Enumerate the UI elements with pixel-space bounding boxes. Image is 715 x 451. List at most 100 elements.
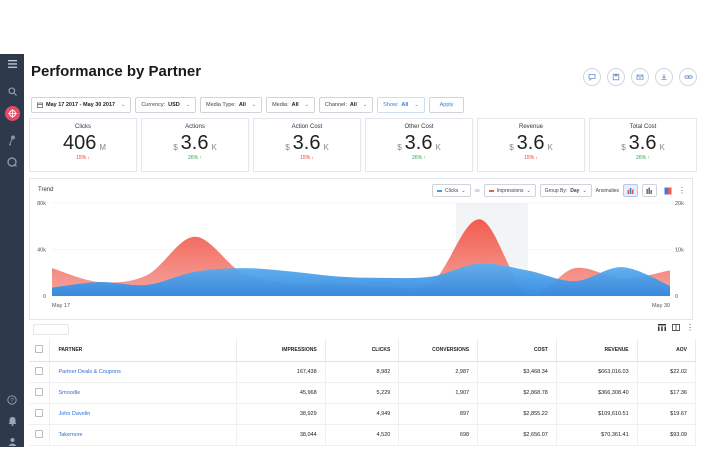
metric-card[interactable]: Action Cost $3.6 K 15% ↓: [253, 118, 361, 172]
channel-value: All: [349, 102, 357, 108]
group-by-select[interactable]: Group By: Day ⌄: [539, 184, 592, 197]
arrow-down-icon: ↓: [535, 155, 538, 161]
partner-name[interactable]: Takemore: [49, 424, 237, 446]
impressions-cell: 167,438: [236, 361, 326, 383]
channel-select[interactable]: Channel: All ⌄: [318, 97, 374, 113]
partner-name[interactable]: Smoodle: [49, 382, 237, 404]
bar-chart-icon[interactable]: [642, 184, 657, 197]
cost-cell: $2,868.78: [477, 382, 557, 404]
metric-card[interactable]: Clicks 406 M 15% ↓: [29, 118, 137, 172]
clicks-cell: 4,520: [325, 424, 400, 446]
table-action-button[interactable]: [33, 324, 69, 335]
notifications-icon[interactable]: [0, 411, 24, 431]
impressions-cell: 38,044: [236, 424, 326, 446]
apply-button[interactable]: Apply: [428, 97, 465, 113]
metric-value-row: 406 M: [30, 132, 136, 154]
anomalies-toggle[interactable]: Anomalies: [595, 187, 619, 194]
impressions-swatch: [488, 189, 494, 192]
download-icon[interactable]: [655, 68, 673, 86]
metric-delta-value: 26%: [412, 155, 423, 161]
column-header-conversions[interactable]: CONVERSIONS: [398, 339, 479, 362]
currency-label: Currency:: [141, 102, 166, 108]
series-a-select[interactable]: Clicks ⌄: [432, 184, 471, 197]
metric-card[interactable]: Total Cost $3.6 K 26% ↑: [589, 118, 697, 172]
column-header-impressions[interactable]: IMPRESSIONS: [236, 339, 326, 362]
table-row[interactable]: Smoodle 45,968 5,229 1,907 $2,868.78 $366,308…: [29, 382, 697, 404]
app-logo-icon[interactable]: [5, 106, 20, 121]
trend-title: Trend: [38, 187, 54, 193]
metric-unit: K: [323, 143, 329, 152]
more-options-icon[interactable]: ⋮: [678, 185, 686, 195]
row-checkbox[interactable]: [29, 403, 51, 425]
menu-icon[interactable]: [0, 54, 24, 74]
table-header-row: PARTNER IMPRESSIONS CLICKS CONVERSIONS C…: [29, 339, 697, 362]
currency-select[interactable]: Currency: USD ⌄: [135, 97, 196, 113]
column-header-clicks[interactable]: CLICKS: [325, 339, 400, 362]
connections-icon[interactable]: [0, 130, 24, 150]
column-header-cost[interactable]: COST: [477, 339, 557, 362]
clicks-cell: 4,949: [325, 403, 400, 425]
svg-text:?: ?: [10, 398, 14, 404]
metric-card[interactable]: Other Cost $3.6 K 26% ↑: [365, 118, 473, 172]
table-row[interactable]: Partner Deals & Coupons 167,438 8,982 2,987…: [29, 361, 697, 383]
trend-controls: Clicks ⌄ vs Impressions ⌄ Group By: Day …: [432, 184, 686, 197]
filter-bar: May 17 2017 - May 30 2017 ⌄ Currency: US…: [31, 97, 465, 113]
show-label: Show:: [383, 102, 399, 108]
metric-label: Revenue: [518, 124, 544, 130]
metric-delta: 15% ↓: [478, 155, 584, 161]
metric-card[interactable]: Actions $3.6 K 26% ↑: [141, 118, 249, 172]
column-header-revenue[interactable]: REVENUE: [556, 339, 638, 362]
metric-delta: 26% ↑: [142, 155, 248, 161]
table-row[interactable]: John Davelin 38,929 4,949 897 $2,855.22 $109,…: [29, 403, 697, 425]
chat-icon[interactable]: [0, 152, 24, 172]
series-b-select[interactable]: Impressions ⌄: [483, 184, 536, 197]
metrics-row: Clicks 406 M 15% ↓ Actions $3.6 K 26% ↑ Action C…: [29, 118, 697, 172]
metric-label: Other Cost: [404, 124, 434, 130]
metric-delta-value: 15%: [300, 155, 311, 161]
partner-name[interactable]: John Davelin: [49, 403, 237, 425]
media-select[interactable]: Media: All ⌄: [266, 97, 315, 113]
search-icon[interactable]: [0, 81, 24, 101]
row-checkbox[interactable]: [29, 424, 51, 446]
column-header-aov[interactable]: AOV: [637, 339, 697, 362]
metric-delta-value: 26%: [636, 155, 647, 161]
impressions-cell: 45,968: [236, 382, 326, 404]
column-header-partner[interactable]: PARTNER: [49, 339, 237, 362]
revenue-cell: $109,610.51: [556, 403, 638, 425]
series-a-label: Clicks: [445, 187, 459, 194]
comment-icon[interactable]: [583, 68, 601, 86]
date-range-picker[interactable]: May 17 2017 - May 30 2017 ⌄: [31, 97, 132, 113]
cost-cell: $2,855.22: [477, 403, 557, 425]
area-chart-icon[interactable]: [623, 184, 638, 197]
trend-chart: 80k 40k 0 20k 10k 0 May 17 May 30: [37, 201, 684, 309]
arrow-up-icon: ↑: [423, 155, 426, 161]
table-toolbar-icons: ⋮: [658, 323, 694, 332]
metric-value: 3.6: [404, 132, 433, 154]
link-icon[interactable]: [679, 68, 697, 86]
trend-card: Trend Clicks ⌄ vs Impressions ⌄ Group By…: [29, 178, 693, 320]
row-checkbox[interactable]: [29, 361, 51, 383]
y-left-tick: 80k: [37, 201, 46, 207]
save-icon[interactable]: [607, 68, 625, 86]
row-checkbox[interactable]: [29, 382, 51, 404]
chevron-down-icon: ⌄: [304, 102, 309, 108]
metric-card[interactable]: Revenue $3.6 K 15% ↓: [477, 118, 585, 172]
sidebar: ?: [0, 54, 24, 447]
email-icon[interactable]: [631, 68, 649, 86]
more-options-icon[interactable]: ⋮: [686, 323, 694, 332]
metric-delta-value: 26%: [188, 155, 199, 161]
y-right-tick: 0: [675, 294, 678, 300]
partner-name[interactable]: Partner Deals & Coupons: [49, 361, 237, 383]
metric-delta-value: 15%: [76, 155, 87, 161]
select-all-checkbox[interactable]: [29, 339, 51, 362]
show-select[interactable]: Show: All ⌄: [377, 97, 425, 113]
media-type-select[interactable]: Media Type: All ⌄: [199, 97, 263, 113]
help-icon[interactable]: ?: [0, 390, 24, 410]
user-icon[interactable]: [0, 431, 24, 451]
conversions-cell: 897: [398, 403, 479, 425]
layout-icon[interactable]: [672, 324, 680, 331]
columns-icon[interactable]: [658, 324, 666, 331]
stacked-chart-icon[interactable]: [661, 185, 674, 196]
page-actions: [583, 68, 697, 86]
table-row[interactable]: Takemore 38,044 4,520 698 $2,656.07 $70,361.4…: [29, 424, 697, 446]
